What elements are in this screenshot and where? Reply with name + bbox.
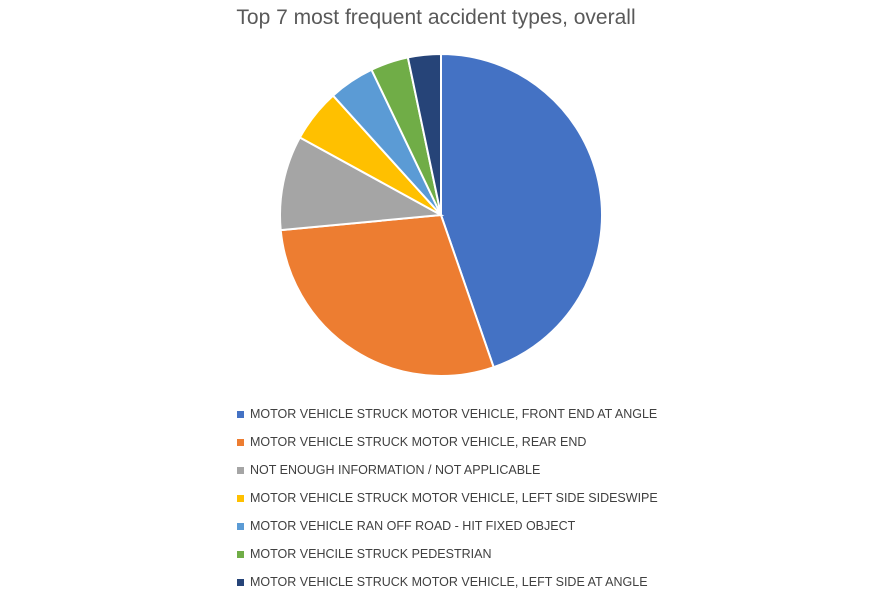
legend-item: MOTOR VEHICLE STRUCK MOTOR VEHICLE, LEFT… bbox=[237, 484, 658, 512]
legend-label: MOTOR VEHICLE STRUCK MOTOR VEHICLE, LEFT… bbox=[250, 575, 648, 589]
legend-item: MOTOR VEHCILE STRUCK PEDESTRIAN bbox=[237, 540, 658, 568]
legend-item: MOTOR VEHICLE STRUCK MOTOR VEHICLE, REAR… bbox=[237, 428, 658, 456]
pie-chart bbox=[0, 0, 872, 400]
legend-swatch bbox=[237, 551, 244, 558]
legend-item: MOTOR VEHICLE STRUCK MOTOR VEHICLE, LEFT… bbox=[237, 568, 658, 596]
legend-swatch bbox=[237, 467, 244, 474]
legend-swatch bbox=[237, 495, 244, 502]
legend-swatch bbox=[237, 411, 244, 418]
legend-label: NOT ENOUGH INFORMATION / NOT APPLICABLE bbox=[250, 463, 540, 477]
legend-swatch bbox=[237, 579, 244, 586]
legend-item: MOTOR VEHICLE STRUCK MOTOR VEHICLE, FRON… bbox=[237, 400, 658, 428]
legend-swatch bbox=[237, 439, 244, 446]
legend-label: MOTOR VEHCILE STRUCK PEDESTRIAN bbox=[250, 547, 491, 561]
chart-legend: MOTOR VEHICLE STRUCK MOTOR VEHICLE, FRON… bbox=[237, 400, 658, 596]
legend-label: MOTOR VEHICLE STRUCK MOTOR VEHICLE, REAR… bbox=[250, 435, 586, 449]
legend-item: NOT ENOUGH INFORMATION / NOT APPLICABLE bbox=[237, 456, 658, 484]
legend-label: MOTOR VEHICLE STRUCK MOTOR VEHICLE, LEFT… bbox=[250, 491, 658, 505]
legend-swatch bbox=[237, 523, 244, 530]
legend-item: MOTOR VEHICLE RAN OFF ROAD - HIT FIXED O… bbox=[237, 512, 658, 540]
legend-label: MOTOR VEHICLE STRUCK MOTOR VEHICLE, FRON… bbox=[250, 407, 657, 421]
legend-label: MOTOR VEHICLE RAN OFF ROAD - HIT FIXED O… bbox=[250, 519, 575, 533]
